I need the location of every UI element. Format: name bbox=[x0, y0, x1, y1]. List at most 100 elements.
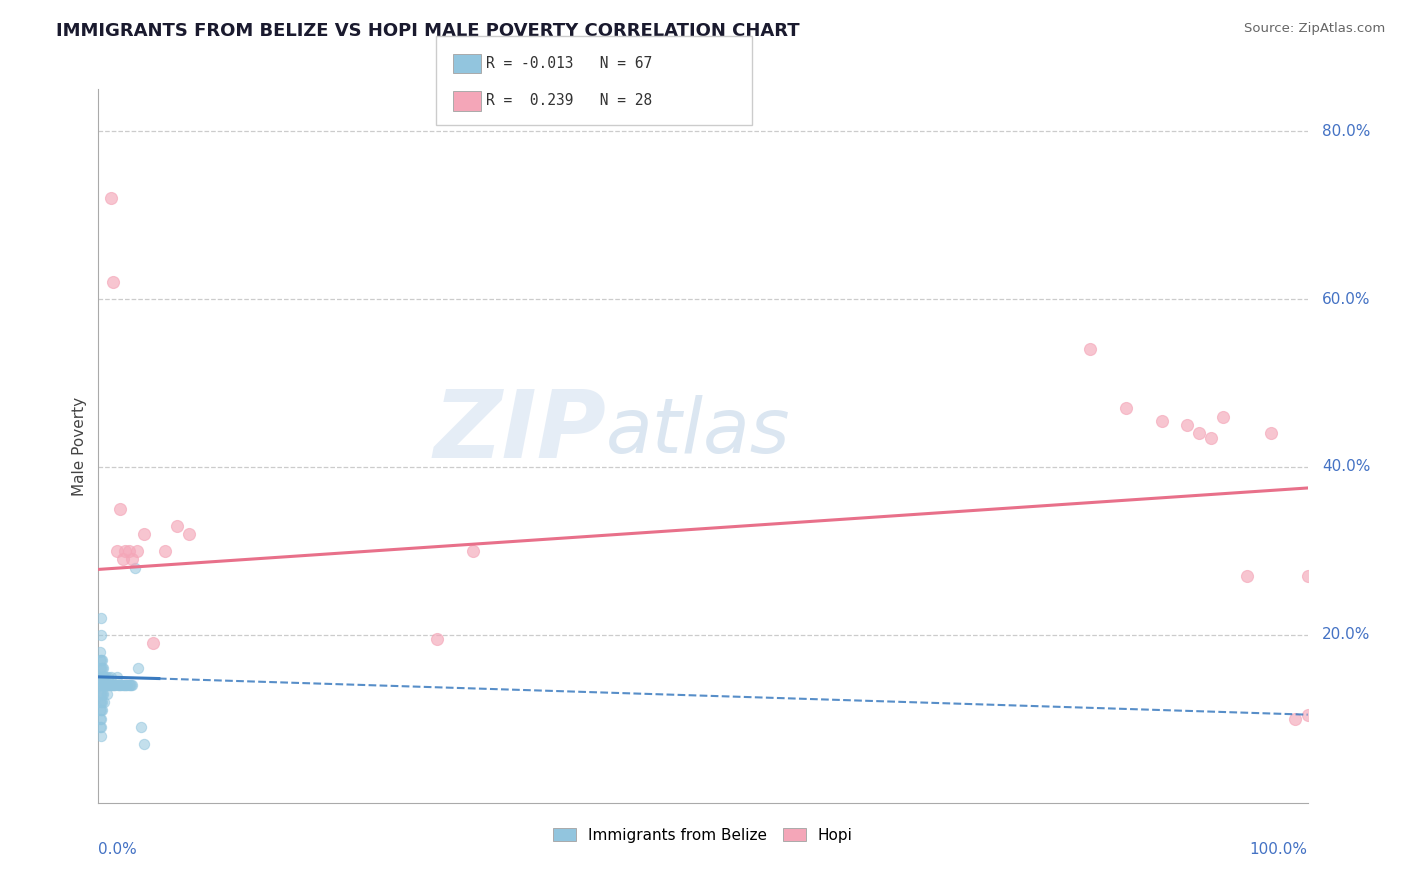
Text: 60.0%: 60.0% bbox=[1322, 292, 1371, 307]
Point bbox=[426, 632, 449, 646]
Point bbox=[103, 678, 125, 692]
Point bbox=[1260, 426, 1282, 441]
Point bbox=[90, 653, 112, 667]
Point bbox=[91, 661, 114, 675]
Point bbox=[90, 695, 112, 709]
Point bbox=[1212, 409, 1234, 424]
Text: R = -0.013   N = 67: R = -0.013 N = 67 bbox=[486, 56, 652, 70]
Point bbox=[112, 678, 135, 692]
Point bbox=[101, 275, 124, 289]
Point bbox=[97, 678, 120, 692]
Point bbox=[93, 670, 115, 684]
Point bbox=[108, 502, 131, 516]
Point bbox=[91, 678, 114, 692]
Text: IMMIGRANTS FROM BELIZE VS HOPI MALE POVERTY CORRELATION CHART: IMMIGRANTS FROM BELIZE VS HOPI MALE POVE… bbox=[56, 22, 800, 40]
Point bbox=[1188, 426, 1211, 441]
Text: 40.0%: 40.0% bbox=[1322, 459, 1371, 475]
Point bbox=[153, 544, 176, 558]
Point bbox=[89, 661, 111, 675]
Text: 100.0%: 100.0% bbox=[1250, 842, 1308, 857]
Point bbox=[91, 687, 114, 701]
Point bbox=[98, 678, 121, 692]
Point bbox=[90, 712, 112, 726]
Point bbox=[89, 645, 111, 659]
Point bbox=[93, 695, 115, 709]
Point bbox=[105, 670, 128, 684]
Point bbox=[134, 737, 156, 751]
Point bbox=[89, 653, 111, 667]
Point bbox=[134, 527, 156, 541]
Point bbox=[90, 661, 112, 675]
Point bbox=[89, 678, 111, 692]
Point bbox=[1152, 414, 1174, 428]
Point bbox=[118, 678, 141, 692]
Text: atlas: atlas bbox=[606, 395, 790, 468]
Y-axis label: Male Poverty: Male Poverty bbox=[72, 396, 87, 496]
Point bbox=[104, 678, 127, 692]
Point bbox=[108, 678, 131, 692]
Point bbox=[91, 678, 114, 692]
Point bbox=[115, 678, 138, 692]
Point bbox=[93, 678, 115, 692]
Point bbox=[117, 678, 139, 692]
Text: ZIP: ZIP bbox=[433, 385, 606, 478]
Point bbox=[127, 544, 149, 558]
Point bbox=[90, 670, 112, 684]
Text: R =  0.239   N = 28: R = 0.239 N = 28 bbox=[486, 94, 652, 108]
Point bbox=[90, 628, 112, 642]
Point bbox=[90, 678, 112, 692]
Point bbox=[100, 670, 122, 684]
Point bbox=[120, 678, 142, 692]
Point bbox=[129, 720, 152, 734]
Point bbox=[463, 544, 485, 558]
Point bbox=[1078, 343, 1101, 357]
Point bbox=[1296, 707, 1319, 722]
Point bbox=[91, 687, 114, 701]
Point bbox=[97, 670, 120, 684]
Point bbox=[90, 611, 112, 625]
Point bbox=[91, 661, 114, 675]
Point bbox=[124, 560, 146, 574]
Point bbox=[89, 712, 111, 726]
Point bbox=[179, 527, 201, 541]
Point bbox=[118, 544, 141, 558]
Point bbox=[94, 670, 117, 684]
Point bbox=[91, 670, 114, 684]
Point bbox=[91, 653, 114, 667]
Point bbox=[118, 678, 141, 692]
Legend: Immigrants from Belize, Hopi: Immigrants from Belize, Hopi bbox=[547, 822, 859, 848]
Text: 80.0%: 80.0% bbox=[1322, 124, 1371, 138]
Point bbox=[114, 678, 136, 692]
Point bbox=[91, 703, 114, 717]
Point bbox=[121, 552, 143, 566]
Point bbox=[110, 678, 132, 692]
Point bbox=[1296, 569, 1319, 583]
Point bbox=[1236, 569, 1258, 583]
Point bbox=[111, 678, 134, 692]
Point bbox=[105, 544, 128, 558]
Point bbox=[121, 678, 143, 692]
Point bbox=[90, 720, 112, 734]
Point bbox=[1199, 431, 1222, 445]
Text: Source: ZipAtlas.com: Source: ZipAtlas.com bbox=[1244, 22, 1385, 36]
Point bbox=[100, 678, 122, 692]
Text: 20.0%: 20.0% bbox=[1322, 627, 1371, 642]
Point bbox=[100, 191, 122, 205]
Point bbox=[107, 678, 129, 692]
Point bbox=[108, 678, 131, 692]
Point bbox=[1284, 712, 1306, 726]
Text: 0.0%: 0.0% bbox=[98, 842, 138, 857]
Point bbox=[1115, 401, 1137, 416]
Point bbox=[89, 720, 111, 734]
Point bbox=[111, 552, 134, 566]
Point bbox=[89, 670, 111, 684]
Point bbox=[166, 518, 188, 533]
Point bbox=[96, 678, 118, 692]
Point bbox=[1175, 417, 1198, 432]
Point bbox=[142, 636, 165, 650]
Point bbox=[89, 703, 111, 717]
Point bbox=[90, 703, 112, 717]
Point bbox=[127, 661, 149, 675]
Point bbox=[94, 678, 117, 692]
Point bbox=[101, 678, 124, 692]
